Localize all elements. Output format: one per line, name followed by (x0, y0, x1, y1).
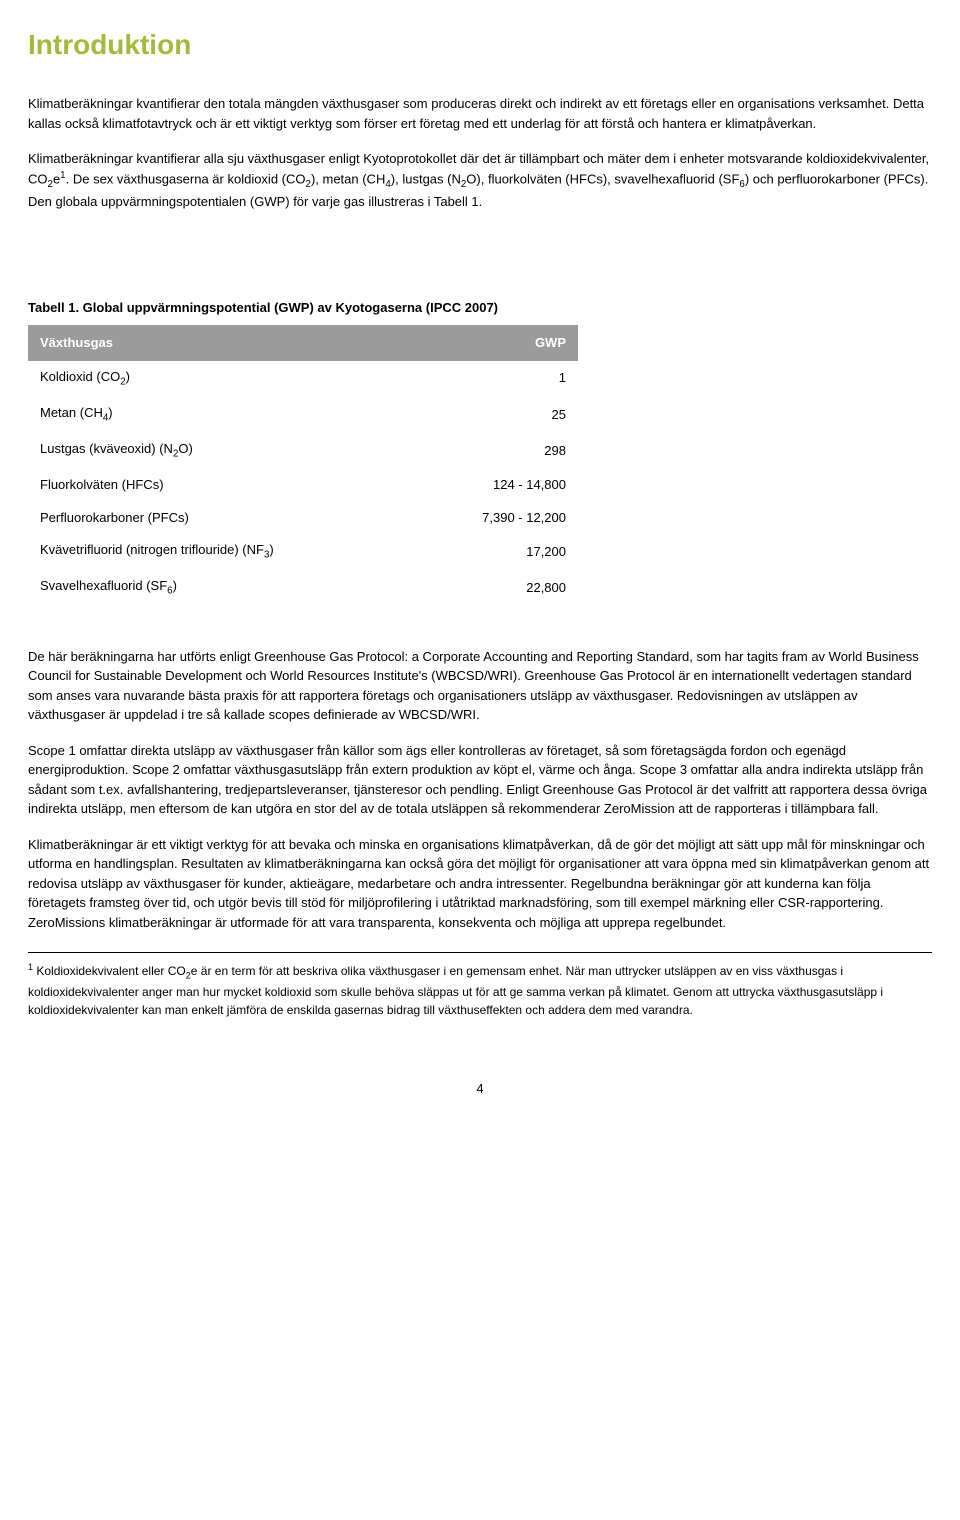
gwp-cell: 1 (416, 361, 578, 397)
footnote: 1 Koldioxidekvivalent eller CO2e är en t… (28, 952, 932, 1019)
body-paragraph-4: Scope 1 omfattar direkta utsläpp av växt… (28, 741, 932, 819)
text: ), metan (CH (311, 171, 385, 186)
text: O), fluorkolväten (HFCs), svavelhexafluo… (466, 171, 739, 186)
text: . De sex växthusgaserna är koldioxid (CO (66, 171, 306, 186)
table-row: Metan (CH4)25 (28, 396, 578, 432)
table-row: Kvävetrifluorid (nitrogen triflouride) (… (28, 534, 578, 570)
gwp-table: Växthusgas GWP Koldioxid (CO2)1Metan (CH… (28, 325, 578, 607)
gwp-cell: 124 - 14,800 (416, 469, 578, 502)
body-paragraph-3: De här beräkningarna har utförts enligt … (28, 647, 932, 725)
table-header-gas: Växthusgas (28, 325, 416, 361)
table-row: Svavelhexafluorid (SF6)22,800 (28, 570, 578, 606)
gwp-cell: 17,200 (416, 534, 578, 570)
body-paragraph-5: Klimatberäkningar är ett viktigt verktyg… (28, 835, 932, 933)
page-number: 4 (28, 1079, 932, 1099)
gwp-cell: 25 (416, 396, 578, 432)
text: Koldioxidekvivalent eller CO (33, 964, 186, 978)
gas-cell: Kvävetrifluorid (nitrogen triflouride) (… (28, 534, 416, 570)
table-row: Perfluorokarboner (PFCs)7,390 - 12,200 (28, 501, 578, 534)
gas-cell: Lustgas (kväveoxid) (N2O) (28, 432, 416, 468)
gas-cell: Fluorkolväten (HFCs) (28, 469, 416, 502)
table-row: Koldioxid (CO2)1 (28, 361, 578, 397)
page-title: Introduktion (28, 24, 932, 66)
table-header-gwp: GWP (416, 325, 578, 361)
table-row: Fluorkolväten (HFCs)124 - 14,800 (28, 469, 578, 502)
gas-cell: Koldioxid (CO2) (28, 361, 416, 397)
intro-paragraph-2: Klimatberäkningar kvantifierar alla sju … (28, 149, 932, 212)
gas-cell: Perfluorokarboner (PFCs) (28, 501, 416, 534)
table-row: Lustgas (kväveoxid) (N2O)298 (28, 432, 578, 468)
gwp-cell: 7,390 - 12,200 (416, 501, 578, 534)
gwp-cell: 298 (416, 432, 578, 468)
gas-cell: Svavelhexafluorid (SF6) (28, 570, 416, 606)
intro-paragraph-1: Klimatberäkningar kvantifierar den total… (28, 94, 932, 133)
table-caption: Tabell 1. Global uppvärmningspotential (… (28, 298, 932, 318)
gwp-cell: 22,800 (416, 570, 578, 606)
text: ), lustgas (N (391, 171, 461, 186)
gas-cell: Metan (CH4) (28, 396, 416, 432)
